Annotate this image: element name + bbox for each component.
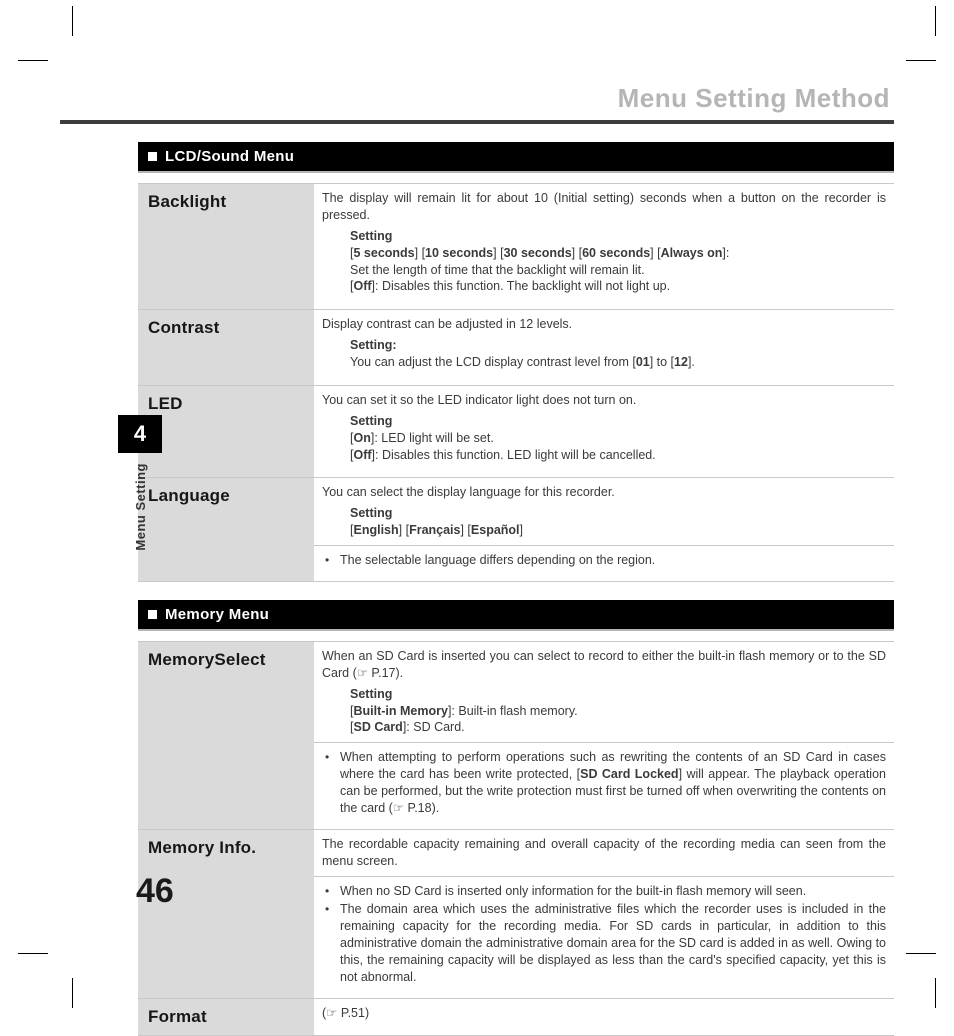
list-item: When no SD Card is inserted only informa… (322, 883, 886, 900)
list-item: The selectable language differs dependin… (322, 552, 886, 569)
setting-title: Setting: (350, 337, 886, 354)
intro-text: The display will remain lit for about 10… (322, 190, 886, 224)
row-desc: You can set it so the LED indicator ligh… (314, 385, 894, 478)
content-area: LCD/Sound Menu Backlight The display wil… (138, 142, 894, 1036)
section-header-lcd: LCD/Sound Menu (138, 142, 894, 173)
setting-off: [Off]: Disables this function. The backl… (350, 278, 886, 295)
section-title: Memory Menu (165, 606, 269, 623)
lcd-menu-table: Backlight The display will remain lit fo… (138, 183, 894, 582)
setting-title: Setting (350, 686, 886, 703)
row-desc: When an SD Card is inserted you can sele… (314, 641, 894, 829)
intro-text: The recordable capacity remaining and ov… (322, 836, 886, 870)
setting-on: [On]: LED light will be set. (350, 430, 886, 447)
table-row: Format (☞ P.51) (138, 998, 894, 1035)
setting-sdcard: [SD Card]: SD Card. (350, 719, 886, 736)
row-label: Language (138, 478, 314, 582)
divider (314, 742, 894, 743)
table-row: Backlight The display will remain lit fo… (138, 184, 894, 310)
row-label: LED (138, 385, 314, 478)
setting-title: Setting (350, 228, 886, 245)
divider (314, 545, 894, 546)
format-ref: (☞ P.51) (322, 1005, 886, 1022)
square-bullet-icon (148, 610, 157, 619)
intro-text: Display contrast can be adjusted in 12 l… (322, 316, 886, 333)
intro-text: You can set it so the LED indicator ligh… (322, 392, 886, 409)
row-label: Memory Info. (138, 829, 314, 998)
notes-list: When no SD Card is inserted only informa… (322, 883, 886, 986)
chapter-number: 4 (118, 415, 162, 453)
row-label: Contrast (138, 310, 314, 386)
document-page: Menu Setting Method LCD/Sound Menu Backl… (60, 35, 894, 979)
memory-menu-table: MemorySelect When an SD Card is inserted… (138, 641, 894, 1036)
setting-title: Setting (350, 505, 886, 522)
page-number: 46 (136, 872, 174, 911)
table-row: MemorySelect When an SD Card is inserted… (138, 641, 894, 829)
setting-options: [5 seconds] [10 seconds] [30 seconds] [6… (350, 245, 886, 262)
page-title: Menu Setting Method (60, 83, 894, 114)
row-desc: The display will remain lit for about 10… (314, 184, 894, 310)
row-desc: Display contrast can be adjusted in 12 l… (314, 310, 894, 386)
intro-text: You can select the display language for … (322, 484, 886, 501)
row-desc: You can select the display language for … (314, 478, 894, 582)
square-bullet-icon (148, 152, 157, 161)
section-header-memory: Memory Menu (138, 600, 894, 631)
notes-list: The selectable language differs dependin… (322, 552, 886, 569)
row-desc: (☞ P.51) (314, 998, 894, 1035)
divider (314, 876, 894, 877)
intro-text: When an SD Card is inserted you can sele… (322, 648, 886, 682)
setting-range: You can adjust the LCD display contrast … (350, 354, 886, 371)
section-title: LCD/Sound Menu (165, 148, 294, 165)
side-tab: 4 Menu Setting (118, 415, 162, 551)
row-desc: The recordable capacity remaining and ov… (314, 829, 894, 998)
chapter-label: Menu Setting (133, 463, 148, 551)
notes-list: When attempting to perform operations su… (322, 749, 886, 817)
list-item: The domain area which uses the administr… (322, 901, 886, 985)
setting-options: [English] [Français] [Español] (350, 522, 886, 539)
row-label: MemorySelect (138, 641, 314, 829)
setting-off: [Off]: Disables this function. LED light… (350, 447, 886, 464)
setting-note: Set the length of time that the backligh… (350, 262, 886, 279)
setting-title: Setting (350, 413, 886, 430)
list-item: When attempting to perform operations su… (322, 749, 886, 817)
table-row: Language You can select the display lang… (138, 478, 894, 582)
header-rule (60, 120, 894, 124)
setting-builtin: [Built-in Memory]: Built-in flash memory… (350, 703, 886, 720)
row-label: Format (138, 998, 314, 1035)
row-label: Backlight (138, 184, 314, 310)
table-row: LED You can set it so the LED indicator … (138, 385, 894, 478)
table-row: Contrast Display contrast can be adjuste… (138, 310, 894, 386)
table-row: Memory Info. The recordable capacity rem… (138, 829, 894, 998)
